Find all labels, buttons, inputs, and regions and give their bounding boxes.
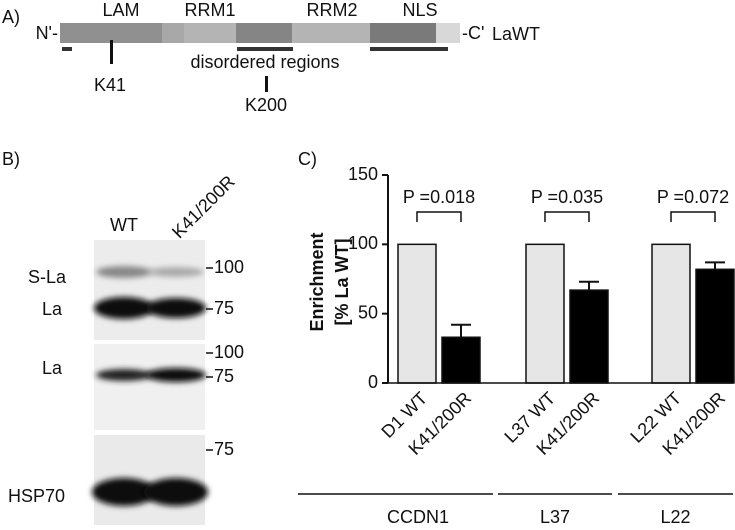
disordered-region (237, 47, 293, 51)
comparison-bracket (544, 211, 590, 222)
band-label: La (42, 358, 63, 378)
domain-label: LAM (102, 0, 139, 20)
blot (94, 344, 205, 430)
site-label: K200 (245, 95, 287, 115)
y-axis-label: Enrichment (307, 232, 327, 331)
marker-label: 75 (214, 298, 234, 318)
bar (695, 268, 735, 384)
group-label: L37 (540, 507, 570, 527)
domain-nls (370, 23, 436, 43)
band (96, 266, 152, 278)
band (144, 478, 208, 506)
y-tick-label: 100 (348, 233, 378, 253)
band (146, 298, 206, 318)
group-label: L22 (660, 507, 690, 527)
group-label: CCDN1 (387, 507, 449, 527)
disordered-region (370, 47, 448, 51)
lane-label: K41/200R (168, 171, 239, 242)
band-label: S-La (28, 267, 67, 287)
band (92, 478, 156, 506)
y-tick-label: 0 (368, 372, 378, 392)
marker-label: 100 (214, 342, 244, 362)
p-value: P =0.035 (531, 187, 603, 207)
comparison-bracket (416, 211, 462, 222)
marker-label: 100 (214, 257, 244, 277)
domain-label: RRM1 (184, 0, 235, 20)
y-tick-label: 150 (348, 164, 378, 184)
y-tick-label: 50 (358, 302, 378, 322)
site-tick (110, 40, 113, 64)
y-axis-label: [% La WT] (332, 239, 352, 326)
bar (441, 336, 481, 384)
bar (525, 243, 565, 384)
band (94, 297, 154, 319)
band-label: La (42, 299, 63, 319)
domain-lam (60, 23, 162, 43)
panel-label: A) (2, 7, 20, 27)
p-value: P =0.072 (657, 187, 729, 207)
band (146, 368, 206, 382)
site-tick (265, 76, 268, 92)
panel-b: B) WT K41/200R S-La La La HSP70 100 75 1… (2, 149, 244, 525)
lane-label: WT (110, 215, 138, 235)
comparison-bracket (670, 211, 716, 222)
disordered-label: disordered regions (190, 52, 339, 72)
band (96, 369, 152, 381)
n-terminus: N'- (36, 23, 58, 43)
domain-rrm2 (292, 23, 370, 43)
band-label: HSP70 (8, 486, 65, 506)
c-terminus: -C' (462, 23, 484, 43)
bar (397, 243, 437, 384)
panel-label: B) (2, 149, 20, 169)
linker (162, 23, 184, 43)
bar (569, 289, 609, 384)
domain-rrm1b (236, 23, 292, 43)
construct: LaWT (492, 24, 540, 44)
panel-a: A) N'- -C' LaWT LAM RRM1 RRM2 NLS disord… (2, 0, 540, 115)
band (148, 267, 204, 277)
blot (94, 240, 205, 340)
p-value: P =0.018 (403, 187, 475, 207)
c-tail (436, 23, 460, 43)
disordered-region (62, 47, 72, 51)
panel-label: C) (298, 149, 317, 169)
marker-label: 75 (214, 439, 234, 459)
site-label: K41 (94, 75, 126, 95)
bar (651, 243, 691, 384)
domain-label: NLS (402, 0, 437, 20)
domain-label: RRM2 (306, 0, 357, 20)
domain-rrm1 (184, 23, 236, 43)
marker-label: 75 (214, 366, 234, 386)
